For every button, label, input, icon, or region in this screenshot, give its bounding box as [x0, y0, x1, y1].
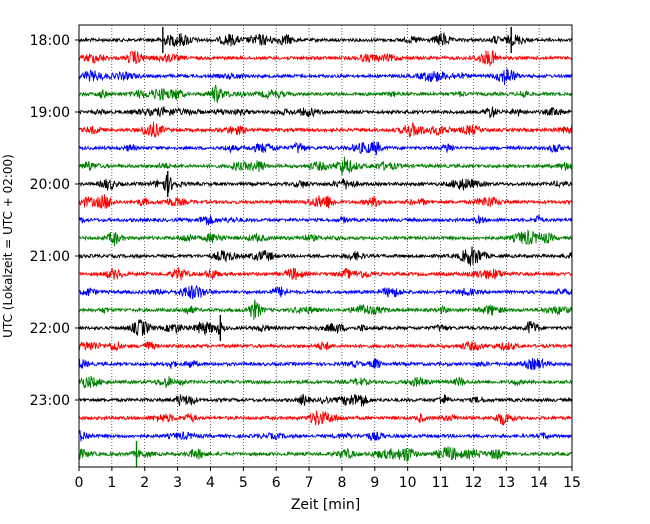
- trace-1815: [78, 50, 573, 67]
- trace-2230: [78, 357, 573, 371]
- x-tick-label: 0: [75, 475, 84, 491]
- x-tick-label: 13: [497, 475, 515, 491]
- x-tick-label: 14: [530, 475, 548, 491]
- trace-2030: [78, 214, 573, 226]
- x-tick-label: 10: [399, 475, 417, 491]
- x-tick-label: 4: [206, 475, 215, 491]
- trace-1830: [78, 68, 573, 86]
- y-tick-label: 18:00: [30, 33, 70, 49]
- x-tick-label: 12: [464, 475, 482, 491]
- x-tick-label: 11: [432, 475, 450, 491]
- trace-2200: [78, 318, 573, 336]
- y-tick-label: 22:00: [30, 321, 70, 337]
- y-axis-label: UTC (Lokalzeit = UTC + 02:00): [1, 154, 15, 338]
- trace-1915: [78, 121, 573, 138]
- y-axis-ticks: 18:00 19:00 20:00 21:00 22:00 23:00: [30, 33, 79, 409]
- x-tick-label: 2: [140, 475, 149, 491]
- trace-2300: [78, 393, 573, 407]
- trace-1930: [78, 140, 572, 157]
- trace-2100: [78, 246, 573, 267]
- trace-2215: [78, 340, 573, 352]
- y-tick-label: 19:00: [30, 105, 70, 121]
- x-tick-label: 8: [337, 475, 346, 491]
- x-tick-label: 7: [305, 475, 314, 491]
- y-tick-label: 23:00: [30, 393, 70, 409]
- x-tick-label: 1: [107, 475, 116, 491]
- trace-1800: [78, 31, 573, 47]
- x-tick-label: 9: [370, 475, 379, 491]
- trace-1845: [78, 84, 573, 104]
- x-tick-label: 15: [563, 475, 581, 491]
- trace-2315: [78, 410, 573, 426]
- y-tick-label: 21:00: [30, 249, 70, 265]
- trace-2015: [78, 194, 573, 209]
- trace-1900: [78, 106, 573, 119]
- plot-frame: [78, 24, 573, 468]
- trace-2000: [78, 174, 573, 193]
- y-tick-label: 20:00: [30, 177, 70, 193]
- x-axis-label: Zeit [min]: [291, 497, 360, 513]
- trace-2330: [78, 430, 573, 442]
- x-tick-label: 3: [173, 475, 182, 491]
- trace-2145: [78, 299, 573, 320]
- trace-1945: [78, 156, 573, 176]
- trace-2115: [78, 267, 573, 281]
- trace-2345: [78, 446, 573, 463]
- x-tick-label: 6: [272, 475, 281, 491]
- x-axis-ticks: 0 1 2 3 4 5 6 7 8 9 10 11 12 13 14 15: [75, 467, 581, 491]
- x-tick-label: 5: [239, 475, 248, 491]
- trace-2245: [78, 375, 573, 389]
- trace-2045: [78, 228, 573, 247]
- traces: [78, 27, 573, 467]
- trace-2130: [78, 284, 573, 300]
